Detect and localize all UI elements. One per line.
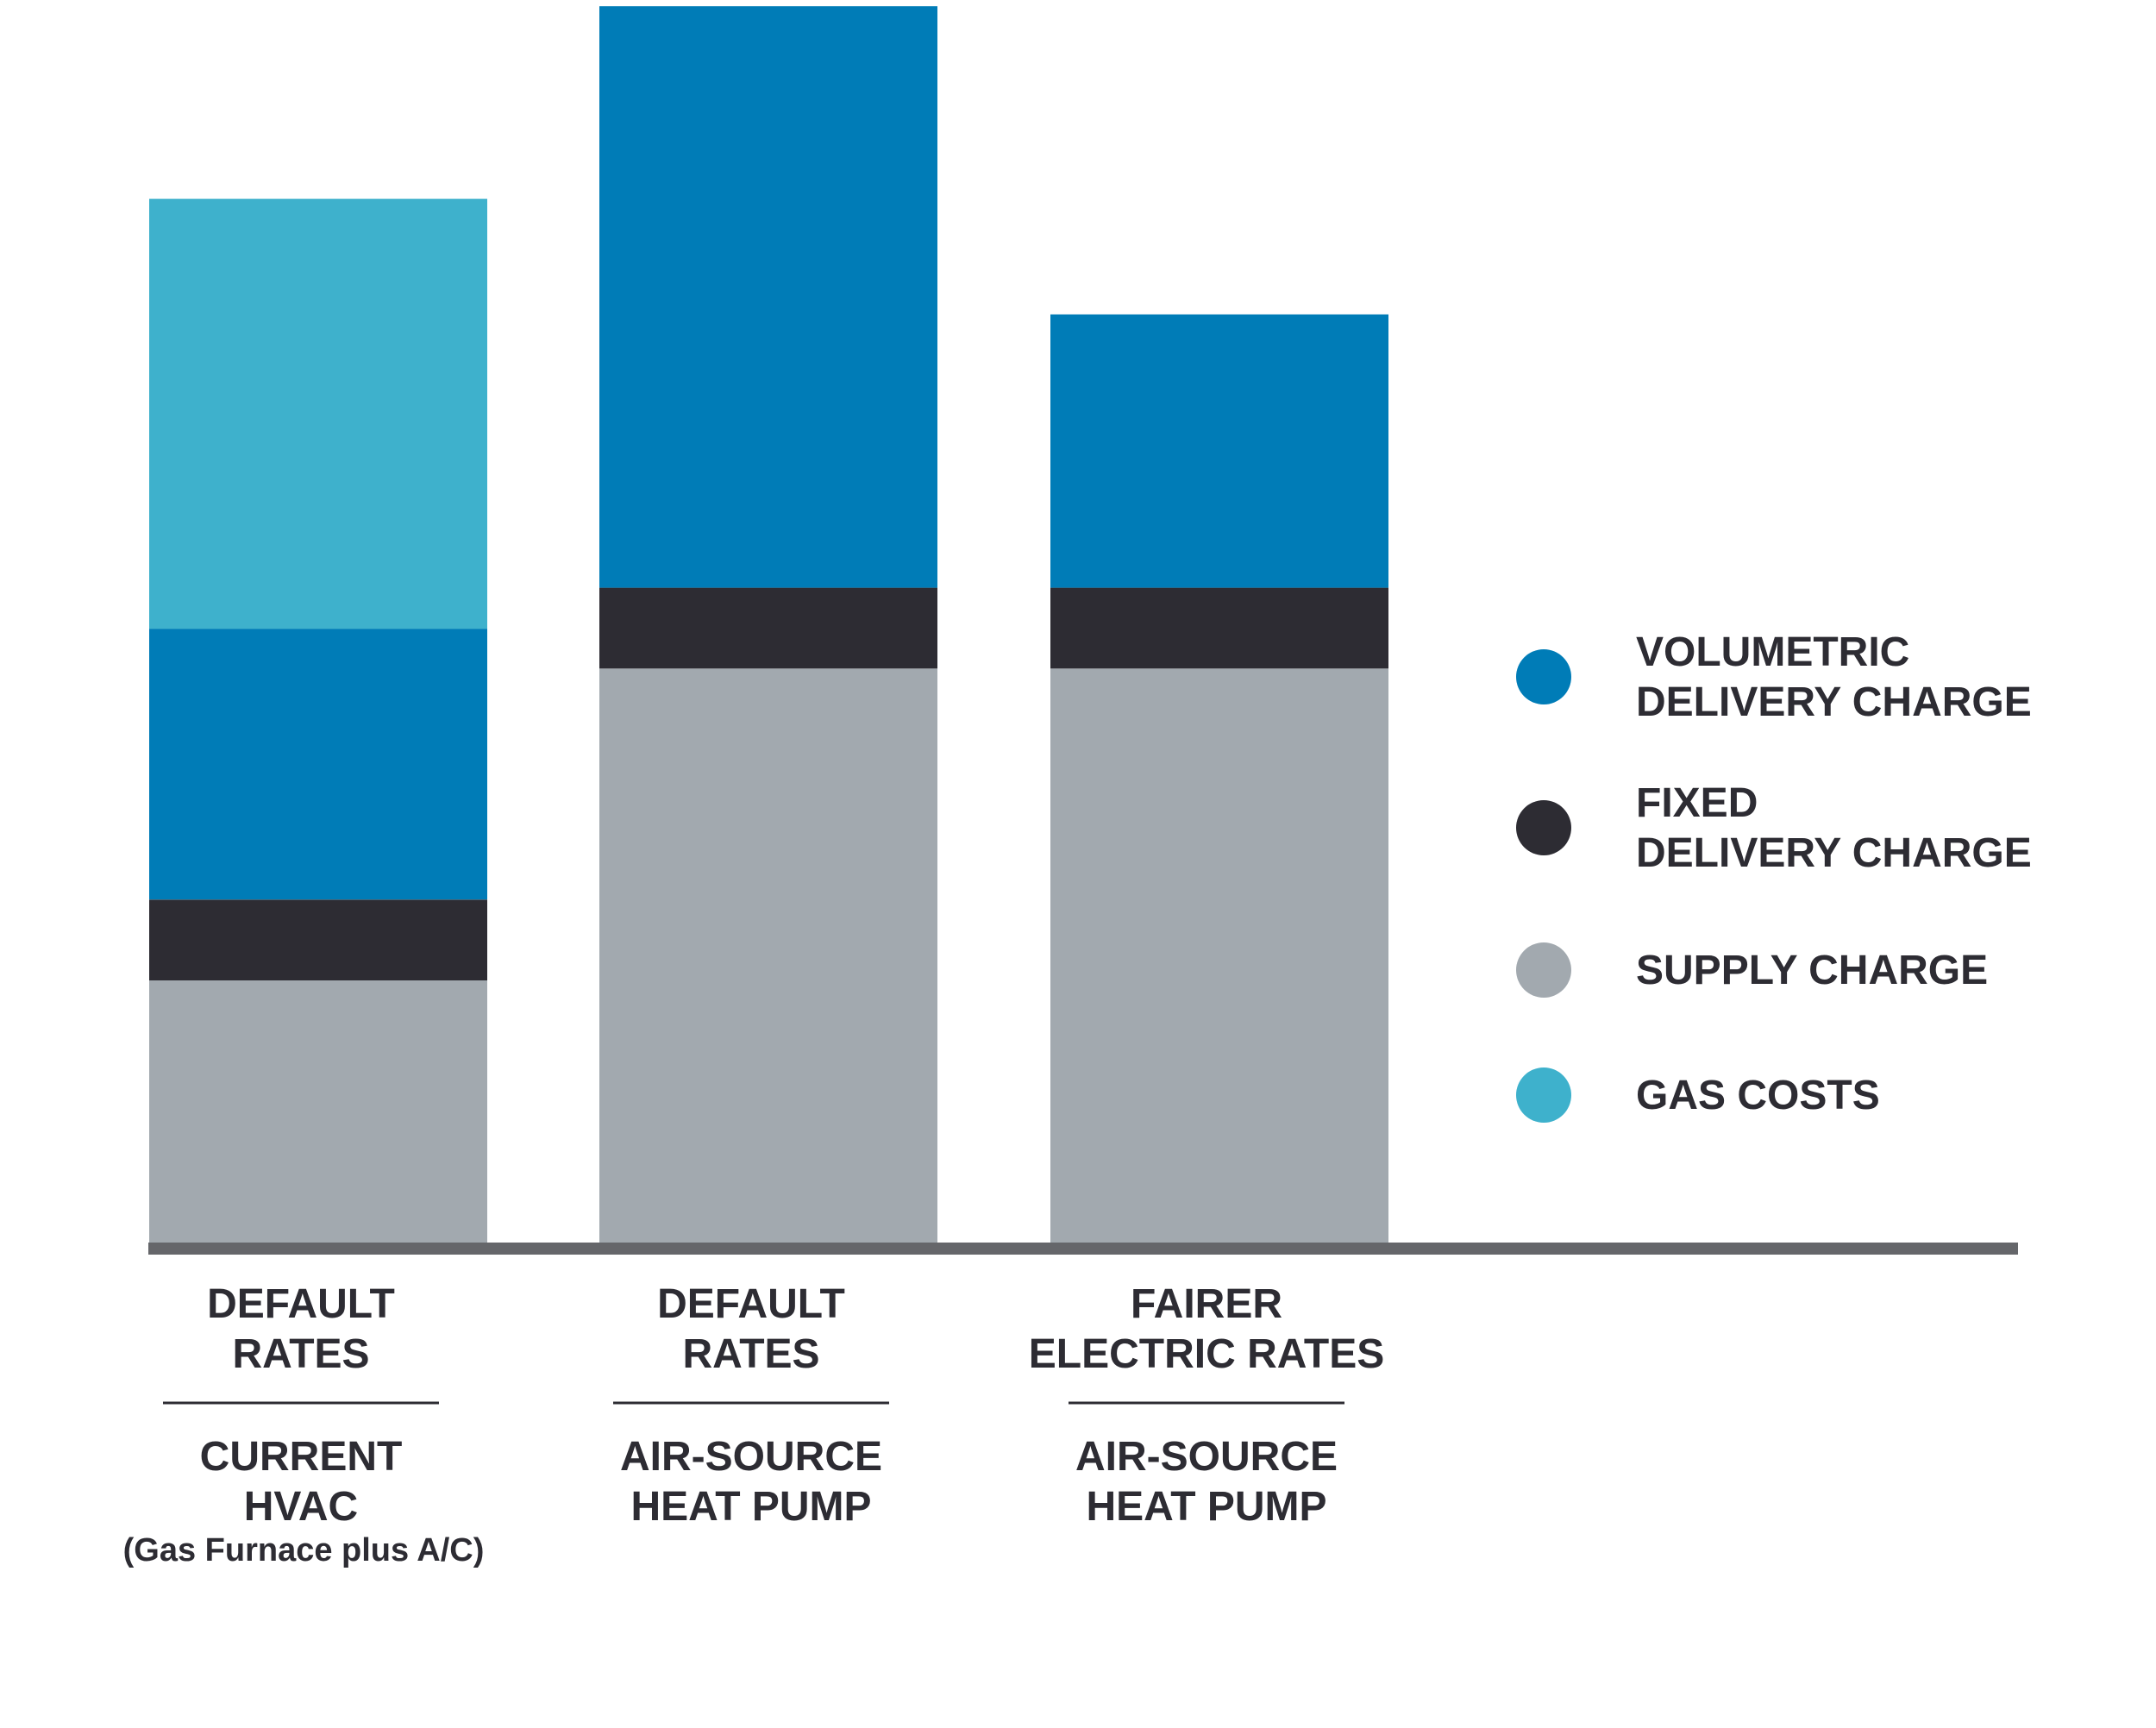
category-1-rate-label: DEFAULT <box>207 1281 395 1327</box>
legend-swatch-fixed <box>1516 800 1571 855</box>
legend-swatch-gas <box>1516 1067 1571 1123</box>
bar-segment-supply-3 <box>1050 668 1388 1243</box>
bar-segment-fixed-1 <box>149 899 487 980</box>
category-2-system-label: HEAT PUMP <box>630 1484 871 1530</box>
bar-segment-gas-1 <box>149 198 487 629</box>
category-1-rate-label: RATES <box>232 1331 369 1377</box>
bar-segment-supply-2 <box>599 668 937 1243</box>
legend-label-supply: SUPPLY CHARGE <box>1636 948 1988 993</box>
category-2-rate-label: RATES <box>682 1331 819 1377</box>
category-3-rate-label: ELECTRIC RATES <box>1029 1331 1384 1377</box>
category-2-system-label: AIR-SOURCE <box>620 1434 882 1480</box>
legend-swatch-volumetric <box>1516 649 1571 704</box>
bar-segment-supply-1 <box>149 980 487 1243</box>
legend-label-fixed: FIXED <box>1636 780 1758 826</box>
legend-label-volumetric: VOLUMETRIC <box>1636 629 1909 675</box>
bar-segment-volumetric-1 <box>149 629 487 900</box>
legend-label-volumetric: DELIVERY CHARGE <box>1636 679 2032 725</box>
category-3-system-label: AIR-SOURCE <box>1075 1434 1338 1480</box>
legend-label-fixed: DELIVERY CHARGE <box>1636 830 2032 876</box>
legend-swatch-supply <box>1516 942 1571 998</box>
category-2-rate-label: DEFAULT <box>657 1281 845 1327</box>
category-1-system-label: CURRENT <box>200 1434 403 1480</box>
bar-segment-fixed-2 <box>599 587 937 669</box>
category-1-system-label: HVAC <box>244 1484 358 1530</box>
category-3-system-label: HEAT PUMP <box>1086 1484 1326 1530</box>
category-3-rate-label: FAIRER <box>1131 1281 1282 1327</box>
bar-segment-volumetric-3 <box>1050 314 1388 588</box>
category-1-note: (Gas Furnace plus A/C) <box>123 1532 485 1568</box>
bars-group <box>149 6 1388 1243</box>
legend-label-gas: GAS COSTS <box>1636 1073 1880 1118</box>
bar-segment-volumetric-2 <box>599 6 937 588</box>
bar-segment-fixed-3 <box>1050 587 1388 669</box>
